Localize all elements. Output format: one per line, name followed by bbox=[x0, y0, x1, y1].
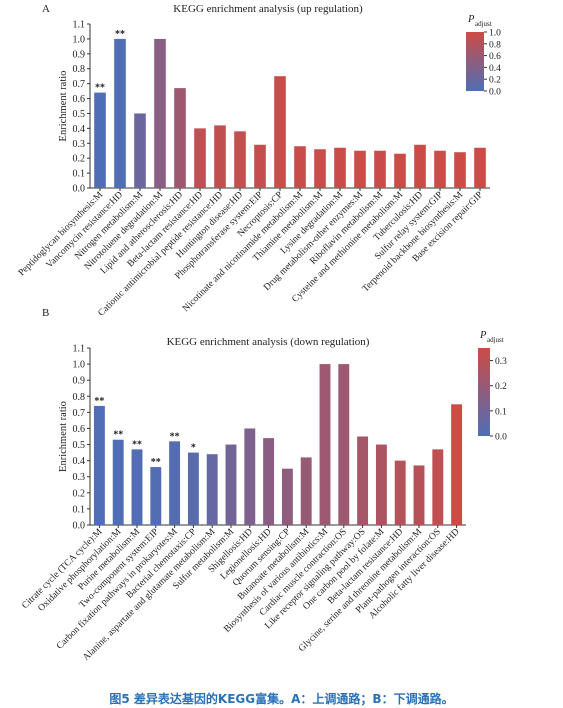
y-axis-label: Enrichment ratio bbox=[58, 71, 69, 142]
y-tick-label: 0.2 bbox=[73, 488, 86, 499]
colorbar-tick-label: 0.4 bbox=[489, 64, 501, 74]
y-tick-label: 0.6 bbox=[73, 424, 86, 435]
bar bbox=[414, 144, 426, 188]
colorbar bbox=[478, 348, 490, 436]
bar bbox=[374, 150, 386, 188]
significance-label: ** bbox=[95, 83, 105, 94]
bar bbox=[194, 128, 206, 188]
y-tick-label: 1.1 bbox=[73, 20, 86, 31]
bar bbox=[281, 468, 293, 525]
bar bbox=[154, 38, 166, 189]
bar bbox=[300, 457, 312, 525]
bar bbox=[234, 131, 246, 188]
bar bbox=[169, 441, 181, 525]
bar bbox=[375, 444, 387, 525]
bar bbox=[314, 149, 326, 188]
chart-panel-b: B KEGG enrichment analysis (down regulati… bbox=[20, 307, 507, 663]
bar bbox=[394, 460, 406, 525]
y-tick-label: 0.1 bbox=[73, 169, 86, 180]
bar bbox=[451, 404, 463, 525]
colorbar-tick-label: 0.0 bbox=[495, 433, 507, 443]
y-tick-label: 0.5 bbox=[73, 440, 86, 451]
y-tick-label: 0.9 bbox=[73, 49, 86, 60]
bar bbox=[214, 125, 226, 188]
colorbar-tick-label: 0.2 bbox=[495, 382, 507, 392]
colorbar bbox=[466, 32, 484, 91]
figure-caption: 图5 差异表达基因的KEGG富集。A：上调通路；B：下调通路。 bbox=[109, 692, 454, 706]
bar bbox=[244, 428, 256, 525]
significance-label: ** bbox=[132, 439, 142, 450]
panel-letter: B bbox=[42, 307, 49, 319]
colorbar-tick-label: 0.0 bbox=[489, 88, 501, 98]
bar bbox=[94, 92, 106, 188]
colorbar-tick-label: 0.3 bbox=[495, 357, 507, 367]
significance-label: ** bbox=[170, 431, 180, 442]
significance-label: ** bbox=[113, 430, 123, 441]
y-tick-label: 0.8 bbox=[73, 64, 86, 75]
bar bbox=[354, 150, 366, 188]
y-tick-label: 0.2 bbox=[73, 154, 86, 165]
colorbar-subscript: adjust bbox=[475, 20, 492, 28]
bar bbox=[134, 113, 146, 188]
bar bbox=[394, 153, 406, 188]
y-tick-label: 0.0 bbox=[73, 521, 86, 532]
y-tick-label: 1.0 bbox=[73, 360, 86, 371]
chart-title: KEGG enrichment analysis (down regulatio… bbox=[167, 336, 370, 348]
bar bbox=[150, 467, 162, 525]
bar bbox=[334, 147, 346, 188]
y-tick-label: 1.1 bbox=[73, 344, 86, 355]
chart-panel-a: A KEGG enrichment analysis (up regulation… bbox=[17, 3, 501, 319]
colorbar-subscript: adjust bbox=[487, 336, 504, 344]
significance-label: ** bbox=[94, 396, 104, 407]
bar bbox=[294, 146, 306, 188]
y-axis-label: Enrichment ratio bbox=[58, 401, 69, 472]
colorbar-title: P bbox=[467, 14, 475, 25]
bar bbox=[413, 465, 425, 525]
y-tick-label: 0.9 bbox=[73, 376, 86, 387]
chart-title: KEGG enrichment analysis (up regulation) bbox=[173, 3, 363, 15]
y-tick-label: 0.4 bbox=[73, 456, 86, 467]
bar bbox=[93, 405, 105, 525]
y-tick-label: 0.0 bbox=[73, 184, 86, 195]
y-tick-label: 0.4 bbox=[73, 124, 86, 135]
bar bbox=[254, 144, 266, 188]
colorbar-title: P bbox=[479, 330, 487, 341]
y-tick-label: 1.0 bbox=[73, 34, 86, 45]
y-tick-label: 0.3 bbox=[73, 139, 86, 150]
panel-letter: A bbox=[42, 3, 50, 15]
bar bbox=[432, 449, 444, 525]
y-tick-label: 0.3 bbox=[73, 472, 86, 483]
y-tick-label: 0.7 bbox=[73, 408, 86, 419]
figure: A KEGG enrichment analysis (up regulation… bbox=[17, 3, 507, 663]
bar bbox=[131, 449, 143, 525]
colorbar-tick-label: 0.2 bbox=[489, 76, 501, 86]
colorbar-tick-label: 0.6 bbox=[489, 52, 501, 62]
bar bbox=[454, 152, 466, 188]
bar bbox=[263, 438, 275, 525]
significance-label: * bbox=[191, 443, 196, 454]
bar bbox=[206, 454, 218, 525]
significance-label: ** bbox=[151, 457, 161, 468]
colorbar-tick-label: 1.0 bbox=[489, 29, 501, 39]
bar bbox=[112, 439, 124, 525]
bar bbox=[357, 436, 369, 525]
bar bbox=[338, 364, 350, 525]
bar bbox=[434, 150, 446, 188]
y-tick-label: 0.5 bbox=[73, 109, 86, 120]
y-tick-label: 0.8 bbox=[73, 392, 86, 403]
bar bbox=[274, 76, 286, 188]
significance-label: ** bbox=[115, 29, 125, 40]
y-tick-label: 0.1 bbox=[73, 504, 86, 515]
bar bbox=[174, 88, 186, 188]
bar bbox=[187, 452, 199, 525]
colorbar-tick-label: 0.1 bbox=[495, 407, 507, 417]
y-tick-label: 0.7 bbox=[73, 79, 86, 90]
bar bbox=[474, 147, 486, 188]
bar bbox=[319, 364, 331, 525]
y-tick-label: 0.6 bbox=[73, 94, 86, 105]
colorbar-tick-label: 0.8 bbox=[489, 40, 501, 50]
bar bbox=[225, 444, 237, 525]
bar bbox=[114, 38, 126, 189]
